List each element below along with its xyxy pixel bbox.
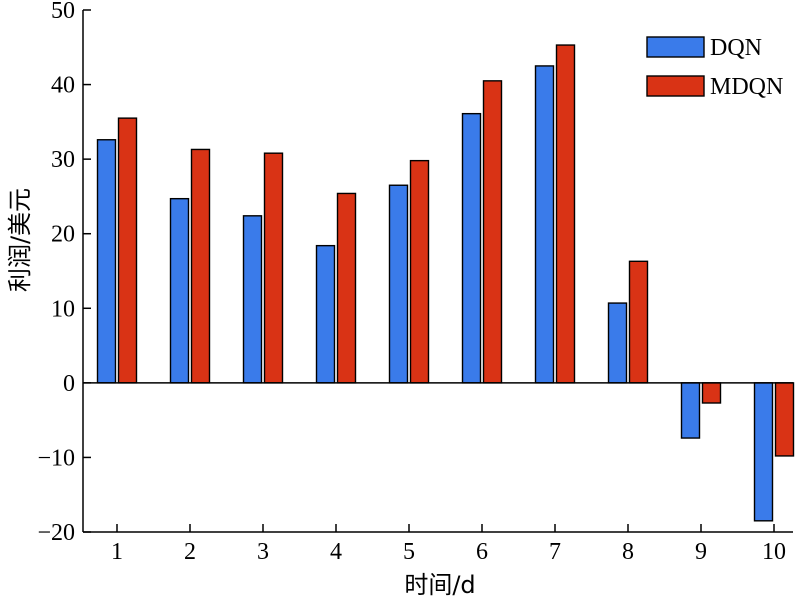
bar-mdqn-10: [774, 382, 795, 457]
legend-label-mdqn: MDQN: [710, 74, 783, 100]
bar-mdqn-8: [628, 260, 649, 384]
bar-dqn-2: [169, 197, 190, 384]
bar-mdqn-5: [409, 159, 430, 384]
bar-dqn-6: [461, 112, 482, 384]
y-tick-label: −20: [37, 520, 75, 546]
y-tick-label: 20: [51, 222, 75, 248]
bar-dqn-1: [96, 139, 117, 384]
legend-swatch-dqn: [646, 36, 705, 58]
legend-label-dqn: DQN: [710, 35, 762, 61]
bar-mdqn-9: [701, 382, 722, 404]
bar-dqn-3: [242, 215, 263, 384]
x-tick-label: 4: [330, 539, 342, 565]
legend: DQN MDQN: [646, 35, 783, 100]
bar-dqn-10: [753, 382, 774, 522]
x-tick-label: 8: [622, 539, 634, 565]
bar-dqn-5: [388, 184, 409, 384]
bar-mdqn-1: [117, 117, 138, 384]
axes-layer: [82, 10, 793, 533]
y-tick-label: 40: [51, 73, 75, 99]
x-tick-label: 3: [257, 539, 269, 565]
ticks-layer: −20 −10 0 10 20 30 40 50 1 2 3 4 5 6 7 8 9 10: [37, 0, 786, 565]
bar-mdqn-2: [190, 148, 211, 384]
bar-dqn-4: [315, 244, 336, 384]
bars-layer: [96, 44, 795, 522]
bar-mdqn-6: [482, 80, 503, 384]
y-tick-label: −10: [37, 445, 75, 471]
x-tick-label: 6: [476, 539, 488, 565]
x-axis-title: 时间/d: [404, 571, 475, 599]
bar-dqn-9: [680, 382, 701, 439]
bar-mdqn-3: [263, 152, 284, 384]
x-tick-label: 9: [695, 539, 707, 565]
y-tick-label: 50: [51, 0, 75, 24]
bar-dqn-8: [607, 302, 628, 384]
y-tick-label: 0: [63, 371, 75, 397]
bar-mdqn-4: [336, 192, 357, 384]
x-tick-label: 10: [762, 539, 786, 565]
y-tick-label: 30: [51, 147, 75, 173]
bar-dqn-7: [534, 65, 555, 384]
x-tick-label: 5: [403, 539, 415, 565]
x-tick-label: 7: [549, 539, 561, 565]
y-tick-label: 10: [51, 296, 75, 322]
x-tick-label: 1: [111, 539, 123, 565]
y-axis-title: 利润/美元: [6, 188, 34, 292]
bar-mdqn-7: [555, 44, 576, 384]
legend-swatch-mdqn: [646, 75, 705, 97]
x-tick-label: 2: [184, 539, 196, 565]
